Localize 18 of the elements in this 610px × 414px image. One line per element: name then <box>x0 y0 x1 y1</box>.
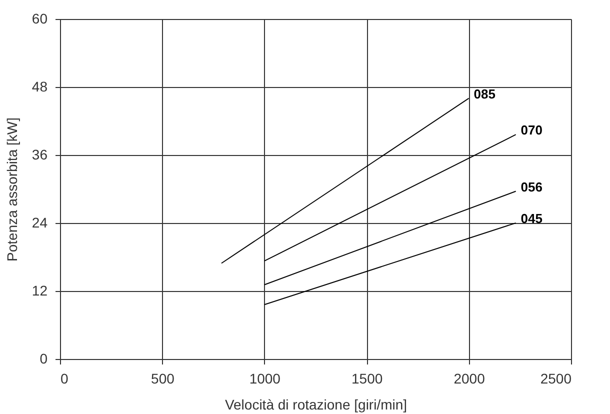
y-axis-title: Potenza assorbita [kW] <box>4 118 20 262</box>
series-label: 085 <box>474 86 496 102</box>
y-tick-label: 0 <box>40 350 48 366</box>
x-tick-label: 1000 <box>249 370 281 386</box>
y-tick-label: 48 <box>32 78 48 94</box>
x-axis-title: Velocità di rotazione [giri/min] <box>224 396 408 412</box>
y-tick-label: 12 <box>32 282 48 298</box>
y-tick-label: 36 <box>32 146 48 162</box>
series-label: 056 <box>520 179 543 194</box>
x-tick-label: 2500 <box>540 370 572 386</box>
x-tick-label: 500 <box>151 370 175 386</box>
x-tick-label: 2000 <box>454 370 486 386</box>
y-tick-label: 24 <box>32 214 48 230</box>
x-tick-label: 0 <box>60 370 68 386</box>
y-tick-label: 60 <box>32 10 48 26</box>
series-label: 070 <box>520 122 543 138</box>
series-label: 045 <box>520 211 543 226</box>
x-tick-label: 1500 <box>352 370 383 386</box>
